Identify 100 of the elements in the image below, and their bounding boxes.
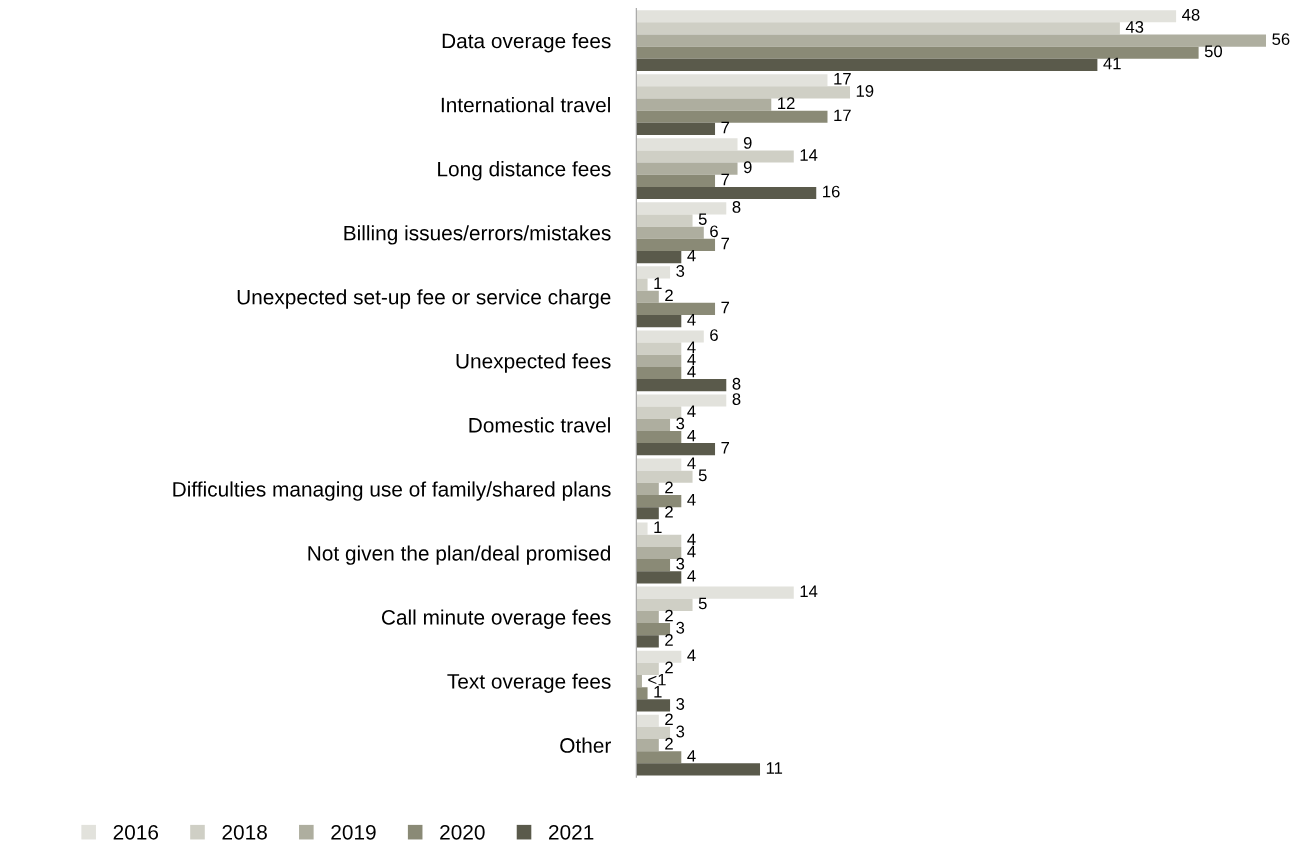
data-label: 16 xyxy=(823,185,840,198)
bar xyxy=(636,174,716,187)
bar xyxy=(636,238,716,251)
bar xyxy=(636,470,693,483)
data-label: 2 xyxy=(665,505,673,518)
data-label: 3 xyxy=(676,698,685,710)
bar xyxy=(636,430,682,444)
data-label: 8 xyxy=(732,377,741,390)
data-label: 7 xyxy=(721,442,730,454)
data-label: 4 xyxy=(687,341,696,353)
data-label: 8 xyxy=(732,393,741,405)
bar xyxy=(636,610,659,624)
bar xyxy=(636,34,1267,47)
bar xyxy=(636,266,671,279)
bar xyxy=(636,226,704,239)
data-label: 7 xyxy=(721,121,730,134)
bar xyxy=(636,458,682,471)
bar xyxy=(636,138,738,151)
bar xyxy=(636,315,682,328)
bar xyxy=(636,110,828,123)
data-label: 4 xyxy=(687,365,696,378)
bar xyxy=(636,394,727,407)
bar xyxy=(636,22,1120,35)
bar xyxy=(636,598,693,611)
data-label: 1 xyxy=(654,521,662,533)
data-label: 9 xyxy=(743,137,752,149)
bar xyxy=(636,186,817,200)
legend-label: 2019 xyxy=(331,824,376,840)
bar xyxy=(636,534,682,547)
data-label: 4 xyxy=(687,457,696,469)
data-label: 6 xyxy=(710,225,718,238)
bar xyxy=(636,586,794,599)
bar xyxy=(636,354,682,367)
bar xyxy=(636,46,1199,59)
data-label: 11 xyxy=(766,762,783,774)
bar xyxy=(636,571,682,584)
data-label: 50 xyxy=(1204,45,1223,58)
data-label: 3 xyxy=(676,417,685,430)
data-label: 2 xyxy=(665,737,673,750)
data-label: 17 xyxy=(834,73,851,85)
data-label: <1 xyxy=(648,673,666,686)
data-label: 5 xyxy=(698,213,707,226)
bar xyxy=(636,635,659,648)
bar xyxy=(636,522,648,535)
bar xyxy=(636,162,738,175)
data-label: 1 xyxy=(654,686,662,698)
bar xyxy=(636,278,648,291)
bar xyxy=(636,751,682,764)
bar xyxy=(636,290,659,303)
legend-label: 2020 xyxy=(440,824,485,840)
data-label: 3 xyxy=(676,621,685,634)
data-label: 4 xyxy=(687,249,696,262)
data-label: 4 xyxy=(687,405,696,418)
y-tick-label: Domestic travel xyxy=(469,417,610,433)
data-label: 4 xyxy=(687,533,696,546)
bar xyxy=(636,302,716,316)
data-label: 4 xyxy=(687,570,696,582)
bar xyxy=(636,699,671,712)
y-tick-label: Data overage fees xyxy=(442,33,611,53)
data-label: 4 xyxy=(687,545,696,558)
data-label: 2 xyxy=(665,634,673,646)
bar xyxy=(636,366,682,380)
bar xyxy=(636,687,648,700)
legend-label: 2016 xyxy=(113,824,159,840)
data-label: 7 xyxy=(721,301,730,314)
y-tick-label: Unexpected set-up fee or service charge xyxy=(237,289,611,309)
bar xyxy=(636,443,716,456)
data-label: 19 xyxy=(856,85,874,97)
bar xyxy=(636,418,671,431)
bar xyxy=(636,495,682,508)
data-label: 2 xyxy=(665,609,673,622)
bar xyxy=(636,250,682,264)
data-label: 7 xyxy=(721,237,730,250)
data-label: 2 xyxy=(665,661,673,674)
y-tick-label: Long distance fees xyxy=(438,161,611,181)
bar xyxy=(636,406,682,419)
data-label: 5 xyxy=(698,469,707,482)
data-label: 14 xyxy=(800,149,818,161)
bar xyxy=(636,342,682,355)
legend-label: 2021 xyxy=(549,824,594,840)
data-label: 1 xyxy=(654,277,662,289)
bar xyxy=(636,122,716,136)
y-tick-label: Other xyxy=(560,737,611,753)
data-label: 4 xyxy=(687,313,696,326)
bar xyxy=(636,714,659,727)
data-label: 41 xyxy=(1103,57,1121,70)
data-label: 7 xyxy=(721,173,730,186)
y-tick-label: Call minute overage fees xyxy=(381,609,611,629)
y-tick-label: International travel xyxy=(441,97,610,113)
bar xyxy=(636,507,659,520)
data-label: 2 xyxy=(665,289,673,302)
data-label: 48 xyxy=(1182,8,1200,21)
data-label: 4 xyxy=(687,649,696,662)
bar xyxy=(636,559,671,572)
bar xyxy=(636,10,1177,23)
data-label: 4 xyxy=(687,750,696,762)
bar xyxy=(636,330,704,343)
data-label: 14 xyxy=(800,585,818,597)
y-tick-label: Not given the plan/deal promised xyxy=(308,545,610,565)
data-label: 6 xyxy=(710,329,718,341)
